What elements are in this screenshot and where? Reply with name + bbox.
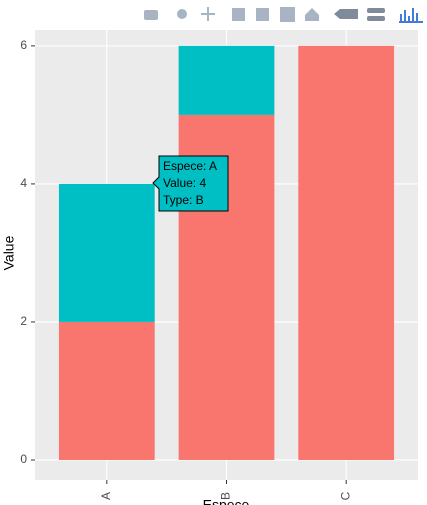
tooltip: Espece: A Value: 4 Type: B [152, 155, 229, 212]
hover-compare-icon[interactable] [367, 16, 385, 21]
tooltip-line: Value: 4 [163, 176, 206, 190]
tooltip-line: Type: B [163, 193, 204, 207]
x-tick-label: C [338, 491, 352, 500]
pan-icon[interactable] [201, 7, 215, 21]
zoom-out-icon[interactable] [256, 8, 269, 21]
camera-icon[interactable] [144, 10, 158, 20]
labels: 0 2 4 6 A B C [20, 38, 352, 500]
bar [178, 45, 275, 115]
x-tick-label: A [99, 492, 113, 500]
tooltip-line: Espece: A [163, 159, 217, 173]
spike-icon[interactable] [334, 9, 358, 19]
y-axis-label: Value [1, 235, 17, 270]
y-tick-label: 2 [20, 314, 27, 328]
y-tick-label: 6 [20, 38, 27, 52]
home-icon[interactable] [305, 8, 319, 21]
x-axis-label: Espece [203, 497, 250, 505]
plotly-logo[interactable] [399, 8, 423, 23]
y-tick-label: 4 [20, 176, 27, 190]
bar [298, 45, 395, 460]
zoom-icon[interactable] [177, 9, 187, 19]
tooltip-box [152, 155, 229, 212]
zoom-in-icon[interactable] [232, 8, 245, 21]
bars [58, 45, 395, 460]
modebar[interactable] [144, 7, 423, 23]
y-tick-label: 0 [20, 452, 27, 466]
bar [58, 321, 155, 460]
hover-closest-icon[interactable] [367, 8, 385, 13]
x-tick-label: B [219, 492, 233, 500]
bar [58, 183, 155, 322]
autoscale-icon[interactable] [280, 7, 295, 22]
